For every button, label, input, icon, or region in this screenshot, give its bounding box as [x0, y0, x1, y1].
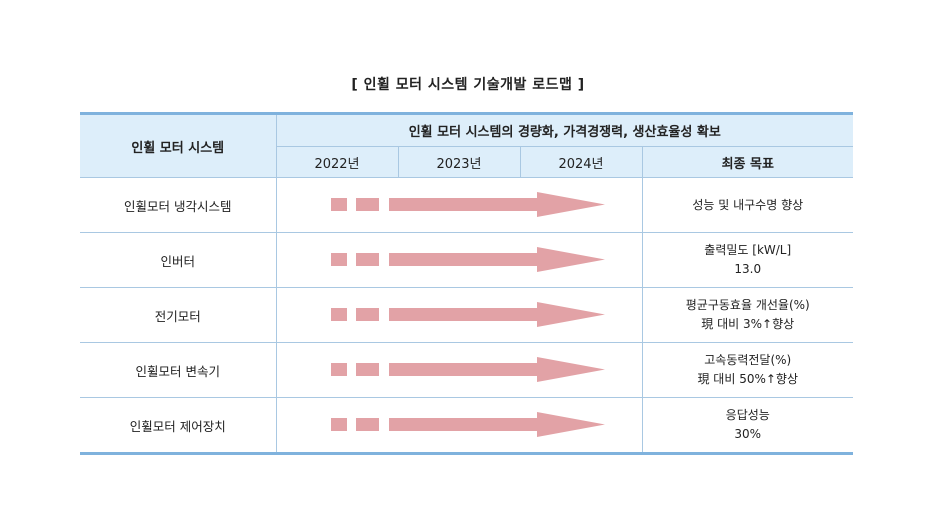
- goal-line-1: 출력밀도 [kW/L]: [704, 243, 792, 257]
- timeline-arrow-cell: [275, 287, 643, 343]
- final-goal-cell: 응답성능 30%: [641, 397, 853, 455]
- goal-line-1: 응답성능: [725, 408, 770, 422]
- year-header-2024: 2024년: [519, 146, 643, 178]
- page-title: [ 인휠 모터 시스템 기술개발 로드맵 ]: [351, 77, 585, 93]
- system-column-header: 인휠 모터 시스템: [80, 112, 277, 178]
- timeline-arrow-cell: [275, 232, 643, 288]
- goal-line-1: 성능 및 내구수명 향상: [692, 197, 804, 212]
- timeline-arrow-cell: [275, 397, 643, 455]
- table-row: 전기모터 평균구동효율 개선율(%) 現 대비 3%↑향상: [80, 287, 853, 343]
- goal-line-2: 現 대비 50%↑향상: [697, 372, 799, 386]
- final-goal-cell: 평균구동효율 개선율(%) 現 대비 3%↑향상: [641, 287, 853, 343]
- goal-line-2: 現 대비 3%↑향상: [701, 317, 795, 331]
- table-row: 인버터 출력밀도 [kW/L] 13.0: [80, 232, 853, 288]
- year-header-2023: 2023년: [397, 146, 521, 178]
- progress-arrow-icon: [331, 192, 605, 217]
- year-header-2022: 2022년: [276, 146, 399, 178]
- final-goal-cell: 고속동력전달(%) 現 대비 50%↑향상: [641, 342, 853, 398]
- timeline-arrow-cell: [275, 342, 643, 398]
- goal-line-1: 고속동력전달(%): [704, 353, 792, 367]
- goal-banner-header: 인휠 모터 시스템의 경량화, 가격경쟁력, 생산효율성 확보: [275, 112, 853, 147]
- row-name-motor: 전기모터: [80, 287, 277, 343]
- progress-arrow-icon: [331, 357, 605, 382]
- progress-arrow-icon: [331, 412, 605, 437]
- row-name-cooling: 인휠모터 냉각시스템: [80, 177, 277, 233]
- goal-line-2: 13.0: [734, 262, 762, 276]
- goal-line-2: 30%: [734, 427, 762, 441]
- final-goal-cell: 출력밀도 [kW/L] 13.0: [641, 232, 853, 288]
- final-goal-header: 최종 목표: [641, 146, 853, 178]
- table-row: 인휠모터 제어장치 응답성능 30%: [80, 397, 853, 455]
- table-row: 인휠모터 냉각시스템 성능 및 내구수명 향상: [80, 177, 853, 233]
- row-name-controller: 인휠모터 제어장치: [80, 397, 277, 455]
- progress-arrow-icon: [331, 302, 605, 327]
- progress-arrow-icon: [331, 247, 605, 272]
- table-row: 인휠모터 변속기 고속동력전달(%) 現 대비 50%↑향상: [80, 342, 853, 398]
- row-name-inverter: 인버터: [80, 232, 277, 288]
- timeline-arrow-cell: [275, 177, 643, 233]
- roadmap-table: 인휠 모터 시스템 인휠 모터 시스템의 경량화, 가격경쟁력, 생산효율성 확…: [80, 112, 853, 455]
- final-goal-cell: 성능 및 내구수명 향상: [641, 177, 853, 233]
- goal-line-1: 평균구동효율 개선율(%): [685, 298, 810, 312]
- row-name-transmission: 인휠모터 변속기: [80, 342, 277, 398]
